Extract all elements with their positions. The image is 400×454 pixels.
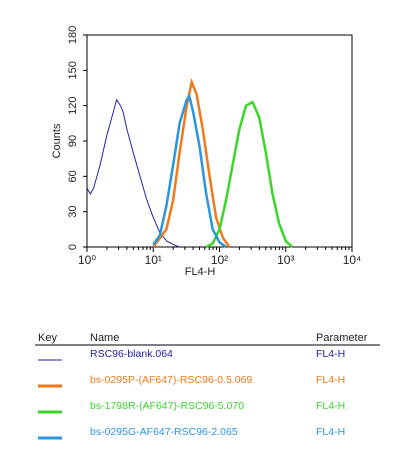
x-tick-label: 10⁴: [343, 253, 362, 267]
y-tick-label: 0: [67, 244, 79, 250]
x-axis-label: FL4-H: [185, 266, 216, 278]
x-tick-label: 10¹: [145, 253, 162, 267]
key-header: Name: [90, 332, 119, 344]
y-tick-label: 30: [67, 206, 79, 218]
key-parameter: FL4-H: [316, 348, 345, 360]
y-axis-label: Counts: [51, 123, 63, 158]
key-parameter: FL4-H: [316, 374, 345, 386]
key-name: bs-0295G-AF647-RSC96-2.065: [90, 426, 238, 438]
x-tick-label: 10³: [277, 253, 294, 267]
histogram-line: [152, 93, 227, 249]
y-tick-label: 150: [67, 61, 79, 79]
histogram-line: [205, 100, 294, 249]
x-tick-label: 10²: [211, 253, 228, 267]
plot-frame: [86, 34, 353, 248]
x-tick-label: 10⁰: [78, 253, 96, 267]
key-parameter: FL4-H: [316, 426, 345, 438]
key-name: RSC96-blank.064: [90, 348, 173, 360]
key-name: bs-0295P-(AF647)-RSC96-0.5.069: [90, 374, 252, 386]
key-parameter: FL4-H: [316, 400, 345, 412]
y-tick-label: 180: [67, 26, 79, 44]
key-header: Parameter: [316, 332, 368, 344]
y-tick-label: 90: [67, 135, 79, 147]
y-tick-label: 120: [67, 96, 79, 114]
key-name: bs-1798R-(AF647)-RSC96-5.070: [90, 400, 244, 412]
y-tick-label: 60: [67, 170, 79, 182]
histogram-line: [86, 98, 180, 248]
key-header: Key: [38, 332, 57, 344]
histogram-line: [152, 77, 231, 248]
